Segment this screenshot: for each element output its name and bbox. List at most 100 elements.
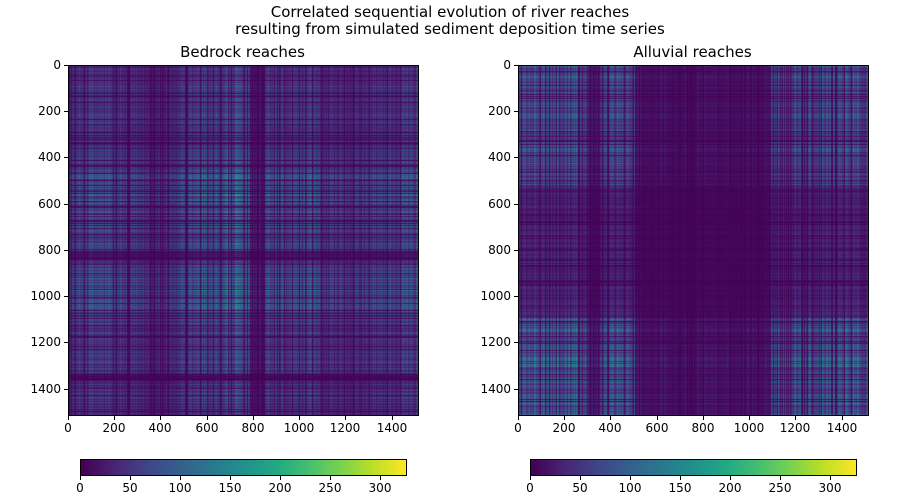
bedrock-ytick-mark <box>64 157 68 158</box>
alluvial-cbtick-label: 250 <box>768 481 792 495</box>
bedrock-cbtick-label: 300 <box>368 481 392 495</box>
bedrock-cbtick-label: 150 <box>218 481 242 495</box>
alluvial-cbtick-mark <box>630 476 631 480</box>
alluvial-xtick-mark <box>749 416 750 420</box>
bedrock-cbtick-label: 200 <box>268 481 292 495</box>
alluvial-xtick-mark <box>842 416 843 420</box>
alluvial-xtick-label: 0 <box>514 421 522 435</box>
alluvial-ytick-label: 800 <box>488 243 511 257</box>
bedrock-cbtick-label: 0 <box>76 481 84 495</box>
alluvial-xtick-label: 1400 <box>826 421 858 435</box>
bedrock-ytick-mark <box>64 342 68 343</box>
alluvial-colorbar <box>530 459 857 476</box>
alluvial-cbtick-label: 0 <box>526 481 534 495</box>
bedrock-cbtick-mark <box>80 476 81 480</box>
bedrock-xtick-label: 1200 <box>329 421 361 435</box>
chart-title-line-1: Correlated sequential evolution of river… <box>270 3 630 21</box>
alluvial-ytick-mark <box>514 342 518 343</box>
alluvial-cbtick-mark <box>680 476 681 480</box>
alluvial-ytick-label: 1400 <box>480 382 511 396</box>
alluvial-cbtick-label: 150 <box>668 481 692 495</box>
alluvial-ytick-label: 0 <box>503 58 511 72</box>
bedrock-xtick-label: 200 <box>102 421 126 435</box>
bedrock-xtick-label: 1400 <box>376 421 408 435</box>
alluvial-xtick-label: 200 <box>552 421 576 435</box>
bedrock-colorbar <box>80 459 407 476</box>
bedrock-xtick-mark <box>392 416 393 420</box>
bedrock-xtick-label: 800 <box>241 421 265 435</box>
alluvial-ytick-mark <box>514 111 518 112</box>
bedrock-cbtick-mark <box>280 476 281 480</box>
bedrock-ytick-label: 1400 <box>30 382 61 396</box>
alluvial-xtick-mark <box>564 416 565 420</box>
bedrock-cbtick-label: 250 <box>318 481 342 495</box>
alluvial-ytick-mark <box>514 157 518 158</box>
bedrock-ytick-mark <box>64 389 68 390</box>
bedrock-ytick-mark <box>64 65 68 66</box>
bedrock-cbtick-mark <box>330 476 331 480</box>
alluvial-xtick-mark <box>657 416 658 420</box>
bedrock-ytick-label: 200 <box>38 104 61 118</box>
bedrock-xtick-label: 600 <box>195 421 219 435</box>
alluvial-heatmap <box>518 65 869 416</box>
bedrock-ytick-mark <box>64 111 68 112</box>
bedrock-xtick-label: 0 <box>64 421 72 435</box>
bedrock-xtick-mark <box>345 416 346 420</box>
alluvial-ytick-mark <box>514 389 518 390</box>
bedrock-ytick-mark <box>64 296 68 297</box>
alluvial-cbtick-mark <box>830 476 831 480</box>
alluvial-cbtick-label: 100 <box>618 481 642 495</box>
alluvial-ytick-mark <box>514 204 518 205</box>
alluvial-cbtick-mark <box>780 476 781 480</box>
bedrock-cbtick-label: 100 <box>168 481 192 495</box>
alluvial-xtick-label: 400 <box>598 421 622 435</box>
alluvial-xtick-label: 1200 <box>779 421 811 435</box>
bedrock-xtick-mark <box>207 416 208 420</box>
alluvial-xtick-mark <box>610 416 611 420</box>
alluvial-cbtick-label: 300 <box>818 481 842 495</box>
alluvial-ytick-label: 200 <box>488 104 511 118</box>
alluvial-ytick-label: 400 <box>488 150 511 164</box>
alluvial-ytick-mark <box>514 65 518 66</box>
alluvial-cbtick-mark <box>730 476 731 480</box>
bedrock-xtick-mark <box>68 416 69 420</box>
bedrock-cbtick-mark <box>380 476 381 480</box>
bedrock-xtick-mark <box>114 416 115 420</box>
bedrock-ytick-label: 400 <box>38 150 61 164</box>
bedrock-ytick-label: 1000 <box>30 289 61 303</box>
bedrock-heatmap <box>68 65 419 416</box>
alluvial-panel-title: Alluvial reaches <box>633 43 752 61</box>
alluvial-xtick-mark <box>795 416 796 420</box>
alluvial-cbtick-label: 50 <box>572 481 588 495</box>
alluvial-cbtick-mark <box>580 476 581 480</box>
alluvial-cbtick-mark <box>530 476 531 480</box>
bedrock-cbtick-mark <box>130 476 131 480</box>
bedrock-ytick-mark <box>64 204 68 205</box>
bedrock-ytick-label: 1200 <box>30 335 61 349</box>
chart-title-line-2: resulting from simulated sediment deposi… <box>235 20 665 38</box>
alluvial-cbtick-label: 200 <box>718 481 742 495</box>
alluvial-xtick-label: 800 <box>691 421 715 435</box>
bedrock-cbtick-label: 50 <box>122 481 138 495</box>
alluvial-xtick-mark <box>703 416 704 420</box>
alluvial-ytick-label: 1000 <box>480 289 511 303</box>
alluvial-ytick-label: 600 <box>488 197 511 211</box>
bedrock-xtick-mark <box>299 416 300 420</box>
bedrock-xtick-mark <box>160 416 161 420</box>
alluvial-ytick-mark <box>514 250 518 251</box>
bedrock-xtick-mark <box>253 416 254 420</box>
bedrock-xtick-label: 400 <box>148 421 172 435</box>
bedrock-ytick-mark <box>64 250 68 251</box>
alluvial-xtick-label: 600 <box>645 421 669 435</box>
alluvial-xtick-mark <box>518 416 519 420</box>
bedrock-xtick-label: 1000 <box>283 421 315 435</box>
bedrock-ytick-label: 800 <box>38 243 61 257</box>
bedrock-cbtick-mark <box>180 476 181 480</box>
bedrock-ytick-label: 0 <box>53 58 61 72</box>
alluvial-ytick-label: 1200 <box>480 335 511 349</box>
bedrock-panel-title: Bedrock reaches <box>180 43 305 61</box>
bedrock-ytick-label: 600 <box>38 197 61 211</box>
alluvial-ytick-mark <box>514 296 518 297</box>
bedrock-cbtick-mark <box>230 476 231 480</box>
alluvial-xtick-label: 1000 <box>733 421 765 435</box>
